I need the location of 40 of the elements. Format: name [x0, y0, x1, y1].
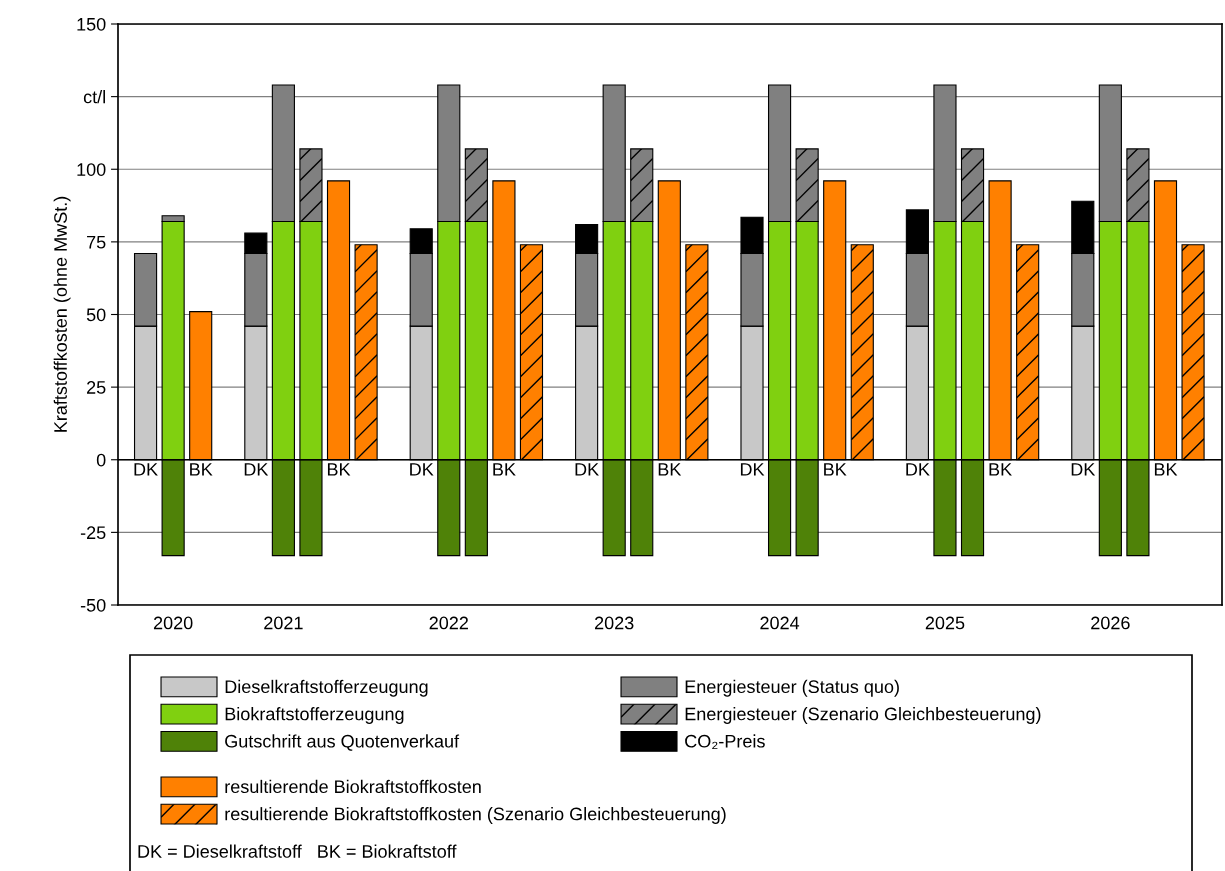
- text: 2022: [429, 616, 468, 630]
- legend-label: Gutschrift aus Quotenverkauf: [225, 734, 460, 751]
- x-tick-label: BK: [824, 463, 847, 476]
- x-tick-label: BK: [989, 463, 1012, 476]
- legend-label: Dieselkraftstofferzeugung: [225, 679, 428, 697]
- x-tick-label: DK: [906, 463, 930, 476]
- text: 2024: [760, 616, 800, 630]
- x-tick-label: BK: [493, 463, 516, 476]
- legend-label: Energiesteuer (Status quo): [685, 679, 899, 697]
- x-tick-label: DK: [740, 463, 765, 476]
- y-tick-label: ct/l: [83, 90, 105, 104]
- y-tick-label: 100: [77, 163, 106, 176]
- y-tick-label: 150: [77, 17, 106, 31]
- x-tick-label: BK: [327, 463, 351, 476]
- text: 2026: [1091, 616, 1130, 630]
- text: 2021: [264, 616, 303, 630]
- legend-label: CO₂-Preis: [685, 734, 765, 749]
- y-tick-label: 0: [96, 453, 106, 467]
- y-axis-title: Kraftstoffkosten (ohne MwSt.): [53, 196, 71, 432]
- x-tick-label: DK: [1071, 463, 1096, 476]
- legend-label: resultierende Biokraftstoffkosten: [225, 779, 481, 794]
- x-tick-label: BK: [1154, 463, 1178, 476]
- legend-label: Energiesteuer (Szenario Gleichbesteuerung): [685, 707, 1041, 724]
- y-tick-label: 75: [87, 236, 106, 249]
- legend-label: resultierende Biokraftstoffkosten (Szenario Gleichbesteuerung): [225, 807, 726, 824]
- y-tick-label: -50: [80, 598, 106, 612]
- x-tick-label: BK: [658, 463, 682, 476]
- text: 2023: [595, 616, 634, 630]
- y-tick-label: 25: [87, 381, 106, 394]
- text: DK = Dieselkraftstoff BK = Biokraftstoff: [138, 844, 457, 858]
- text: 2025: [925, 616, 965, 630]
- x-tick-label: BK: [190, 463, 213, 476]
- x-tick-label: DK: [575, 463, 599, 476]
- x-tick-label: DK: [134, 463, 158, 476]
- legend-label: Biokraftstofferzeugung: [225, 707, 404, 724]
- y-tick-label: -25: [80, 526, 106, 540]
- x-tick-label: DK: [244, 463, 269, 476]
- y-tick-label: 50: [86, 308, 106, 322]
- text: 2020: [153, 616, 193, 630]
- x-tick-label: DK: [410, 463, 434, 476]
